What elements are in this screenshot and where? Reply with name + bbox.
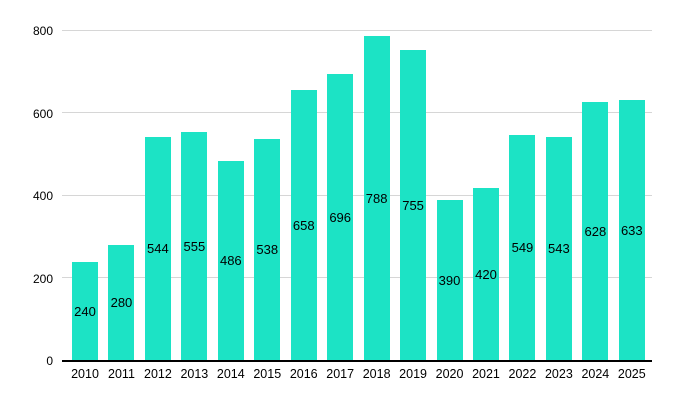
gridline-400 [62, 195, 652, 196]
bar-value-2020: 390 [438, 272, 461, 288]
x-tick-2011: 2011 [108, 367, 135, 381]
y-tick-400: 400 [32, 189, 53, 203]
bar-2011: 280 [108, 245, 135, 361]
x-tick-2022: 2022 [508, 367, 537, 381]
bar-value-2010: 240 [74, 303, 96, 319]
x-tick-2012: 2012 [144, 367, 172, 381]
bar-2016: 658 [290, 90, 317, 361]
x-tick-2020: 2020 [435, 367, 464, 381]
bar-2025: 633 [618, 100, 645, 361]
bar-value-2024: 628 [584, 223, 607, 239]
bar-value-2022: 549 [511, 240, 534, 255]
bar-value-2013: 555 [183, 238, 206, 254]
bar-value-2019: 755 [402, 197, 424, 213]
x-tick-2025: 2025 [617, 367, 646, 381]
bar-2024: 628 [582, 102, 609, 361]
bar-value-2018: 788 [365, 190, 388, 206]
bar-value-2016: 658 [292, 217, 315, 233]
y-tick-0: 0 [46, 354, 53, 368]
bar-value-2012: 544 [147, 241, 169, 256]
bar-value-2021: 420 [475, 266, 497, 282]
bar-2020: 390 [436, 200, 463, 361]
y-tick-200: 200 [32, 272, 53, 286]
bar-value-2023: 543 [548, 241, 570, 256]
bars: 240 280 544 555 486 538 658 696 788 755 390 420 549 5… [62, 31, 652, 361]
bar-2010: 240 [72, 262, 98, 361]
bar-2023: 543 [545, 137, 572, 361]
bar-2017: 696 [327, 74, 354, 361]
bar-2014: 486 [217, 161, 244, 361]
x-tick-2018: 2018 [362, 367, 391, 381]
bar-2018: 788 [363, 36, 390, 361]
x-tick-2013: 2013 [180, 367, 209, 381]
gridline-800 [62, 30, 652, 31]
gridline-200 [62, 277, 652, 278]
y-tick-800: 800 [32, 24, 53, 38]
bar-value-2014: 486 [219, 253, 242, 268]
y-tick-600: 600 [32, 107, 53, 121]
bar-2012: 544 [144, 137, 171, 361]
x-tick-2023: 2023 [544, 367, 573, 381]
bar-value-2025: 633 [620, 222, 643, 238]
bar-2022: 549 [509, 135, 536, 361]
x-tick-2015: 2015 [253, 367, 282, 381]
x-tick-2017: 2017 [326, 367, 355, 381]
bar-value-2015: 538 [256, 242, 279, 257]
bar-value-2017: 696 [329, 209, 352, 225]
x-axis-line [62, 360, 652, 362]
bar-2019: 755 [400, 50, 427, 361]
x-tick-2016: 2016 [289, 367, 318, 381]
plot-area: 240 280 544 555 486 538 658 696 788 755 390 420 549 5… [62, 30, 652, 362]
x-tick-2010: 2010 [71, 367, 99, 381]
bar-2013: 555 [181, 132, 208, 361]
x-tick-2019: 2019 [399, 367, 427, 381]
bar-value-2011: 280 [110, 295, 133, 310]
x-axis-labels: 2010 2011 2012 2013 2014 2015 2016 2017 2018 2019… [62, 367, 652, 381]
x-tick-2014: 2014 [216, 367, 245, 381]
bar-2021: 420 [472, 188, 499, 361]
gridline-600 [62, 112, 652, 113]
x-tick-2021: 2021 [472, 367, 500, 381]
x-tick-2024: 2024 [581, 367, 610, 381]
bar-2015: 538 [254, 139, 281, 361]
